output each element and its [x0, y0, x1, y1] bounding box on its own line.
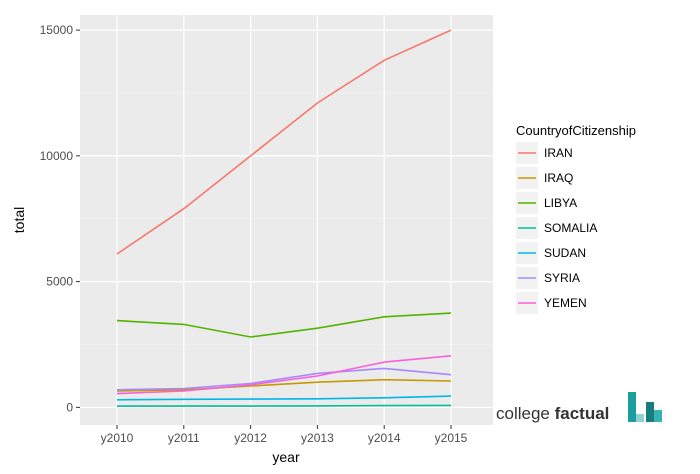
x-tick-label: y2011 [168, 431, 200, 445]
series-line-iraq [116, 378, 452, 392]
legend-label: IRAQ [544, 171, 573, 185]
x-tick-label: y2010 [101, 431, 134, 445]
grid-major [80, 15, 493, 425]
x-axis-ticks: y2010 y2011 y2012 y2013 y2014 y2015 [101, 425, 468, 445]
series-line-libya [116, 312, 452, 338]
plot-panel [80, 15, 493, 425]
logo-mark-icon [628, 392, 662, 422]
legend: CountryofCitizenship IRAN IRAQ LIBYA SOMALI… [516, 123, 636, 314]
x-tick-label: y2012 [234, 431, 267, 445]
y-tick-label: 15000 [40, 23, 74, 37]
series-line-yemen [116, 355, 452, 395]
x-tick-label: y2013 [301, 431, 334, 445]
legend-title: CountryofCitizenship [516, 123, 636, 138]
legend-label: IRAN [544, 146, 573, 160]
y-axis-ticks: 0 5000 10000 15000 [40, 23, 80, 414]
series-lines [116, 29, 452, 407]
legend-label: SOMALIA [544, 221, 597, 235]
y-tick-label: 5000 [46, 275, 73, 289]
series-line-somalia [117, 404, 452, 407]
y-tick-label: 0 [66, 400, 73, 414]
legend-label: SUDAN [544, 246, 586, 260]
grid-minor [80, 92, 493, 345]
legend-label: LIBYA [544, 196, 577, 210]
series-line-sudan [116, 395, 452, 401]
legend-label: SYRIA [544, 271, 580, 285]
x-axis-title: year [272, 449, 300, 465]
logo-text: college factual [496, 404, 610, 423]
college-factual-logo: college factual [496, 392, 676, 432]
x-tick-label: y2015 [435, 431, 468, 445]
y-axis-title: total [11, 207, 27, 233]
x-tick-label: y2014 [368, 431, 401, 445]
y-tick-label: 10000 [40, 149, 74, 163]
legend-label: YEMEN [544, 296, 587, 310]
series-line-iran [116, 29, 452, 255]
series-line-syria [116, 367, 452, 391]
